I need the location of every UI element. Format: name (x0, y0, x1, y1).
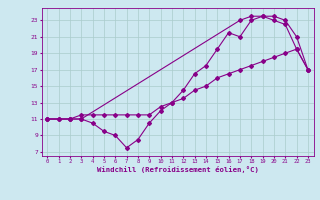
X-axis label: Windchill (Refroidissement éolien,°C): Windchill (Refroidissement éolien,°C) (97, 166, 259, 173)
